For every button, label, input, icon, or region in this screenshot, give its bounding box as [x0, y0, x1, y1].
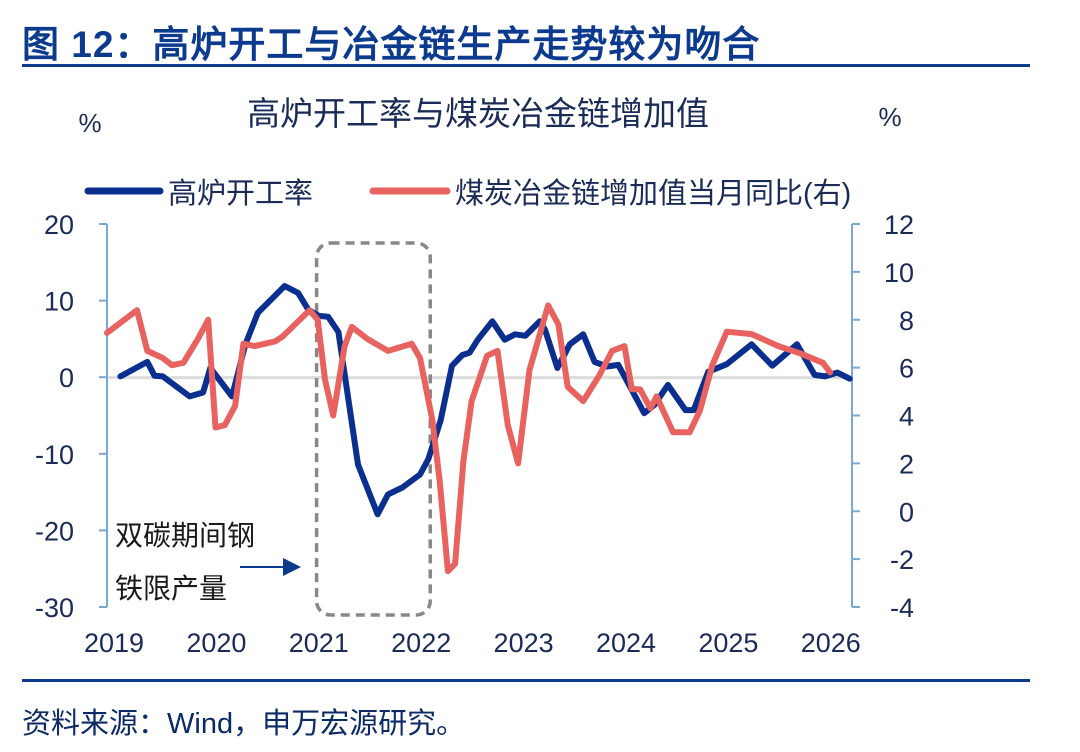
left-tick-label: -20	[35, 516, 74, 546]
right-tick-label: 4	[899, 402, 914, 432]
right-tick-label: 8	[899, 306, 914, 336]
x-tick-label: 2023	[494, 628, 554, 658]
series-line-coal-metallurgy	[104, 302, 834, 575]
right-tick-label: 6	[899, 354, 914, 384]
right-tick-label: -2	[890, 545, 914, 575]
right-tick-label: -4	[890, 593, 914, 623]
legend: 高炉开工率 煤炭冶金链增加值当月同比(右)	[84, 177, 851, 210]
right-tick-label: 10	[884, 258, 914, 288]
chart-title: 高炉开工率与煤炭冶金链增加值	[247, 95, 709, 132]
legend-label-coal-metallurgy: 煤炭冶金链增加值当月同比(右)	[455, 177, 851, 210]
highlight-box	[314, 241, 432, 617]
legend-label-blast-furnace: 高炉开工率	[168, 177, 313, 210]
x-tick-label: 2019	[84, 628, 144, 658]
series-lines	[104, 283, 853, 575]
x-tick-label: 2022	[391, 628, 451, 658]
right-tick-label: 2	[899, 449, 914, 479]
left-unit-label: %	[78, 108, 101, 138]
right-axis-ticks: 12 10 8 6 4 2 0 -2 -4	[852, 210, 914, 623]
title-rule	[22, 64, 1030, 67]
source-rule	[22, 679, 1030, 682]
left-tick-label: 10	[44, 287, 74, 317]
x-axis-ticks: 2019 2020 2021 2022 2023 2024 2025 2026	[84, 628, 861, 658]
right-tick-label: 0	[899, 497, 914, 527]
x-tick-label: 2020	[186, 628, 246, 658]
series-line-blast-furnace	[117, 283, 853, 518]
annotation-line-2: 铁限产量	[115, 573, 227, 604]
annotation-line-1: 双碳期间钢	[115, 520, 255, 551]
x-tick-label: 2025	[698, 628, 758, 658]
left-axis-ticks: 20 10 0 -10 -20 -30	[35, 210, 107, 623]
x-tick-label: 2024	[596, 628, 656, 658]
source-note: 资料来源：Wind，申万宏源研究。	[22, 708, 466, 740]
left-tick-label: -30	[35, 593, 74, 623]
x-tick-label: 2021	[289, 628, 349, 658]
right-unit-label: %	[878, 102, 901, 132]
annotation-arrow-icon	[283, 558, 301, 576]
left-tick-label: -10	[35, 440, 74, 470]
right-tick-label: 12	[884, 210, 914, 240]
x-tick-label: 2026	[801, 628, 861, 658]
figure-title: 图 12：高炉开工与冶金链生产走势较为吻合	[22, 24, 761, 65]
left-tick-label: 20	[44, 210, 74, 240]
left-tick-label: 0	[59, 363, 74, 393]
